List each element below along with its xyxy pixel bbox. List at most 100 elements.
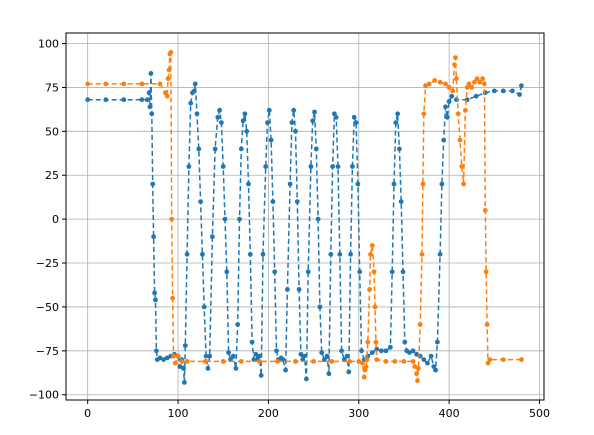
series-1-point: [298, 351, 304, 357]
series-2-point: [417, 322, 423, 327]
series-1-point: [222, 216, 228, 222]
series-1-point: [177, 364, 183, 369]
series-1-point: [294, 199, 300, 205]
series-1-point: [242, 111, 248, 117]
series-2-point: [416, 366, 421, 371]
series-2-point: [329, 359, 335, 364]
x-tick-label: 300: [348, 407, 369, 420]
series-1-point: [226, 350, 232, 355]
series-2-point: [220, 359, 226, 364]
series-1-point: [395, 111, 400, 117]
series-1-point: [305, 269, 311, 275]
series-2-point: [482, 208, 488, 213]
series-1-point: [441, 137, 447, 143]
series-1-point: [324, 353, 330, 359]
series-1-point: [181, 366, 186, 371]
series-1-point: [437, 251, 443, 257]
series-2-point: [356, 359, 362, 364]
series-1-point: [258, 373, 264, 378]
series-1-point: [328, 251, 334, 257]
series-1-point: [184, 251, 190, 257]
series-1-point: [330, 164, 335, 169]
series-1-point: [391, 181, 397, 187]
series-1-point: [157, 355, 163, 361]
series-1-point: [283, 367, 288, 373]
series-1-point: [389, 269, 395, 275]
series-1-point: [359, 348, 364, 354]
series-2-point: [368, 251, 373, 257]
series-2-point: [164, 93, 170, 99]
series-2-point: [365, 339, 371, 345]
series-2-point: [175, 353, 181, 359]
series-1-point: [291, 107, 297, 113]
series-2-point: [480, 76, 485, 82]
series-1-point: [407, 350, 412, 355]
y-tick-label: 25: [45, 169, 59, 182]
series-1-point: [482, 90, 488, 96]
x-tick-label: 200: [258, 407, 279, 420]
series-1-point: [350, 164, 355, 169]
series-1-line: [87, 73, 523, 383]
series-1-point: [235, 322, 241, 327]
series-2-point: [469, 85, 475, 90]
series-1-point: [339, 348, 344, 354]
series-1-point: [215, 114, 221, 120]
series-2-point: [369, 243, 375, 248]
series-1-point: [500, 88, 506, 94]
series-1-point: [293, 128, 298, 134]
series-2-point: [372, 304, 378, 310]
series-1-point: [212, 146, 218, 152]
series-2-point: [347, 359, 353, 364]
x-tick-label: 500: [529, 407, 550, 420]
series-2-point: [474, 76, 480, 82]
series-1-point: [188, 100, 194, 106]
series-1-point: [313, 146, 319, 152]
series-1-point: [260, 251, 266, 257]
series-1-point: [200, 251, 205, 257]
series-1-point: [326, 371, 332, 377]
series-1-point: [139, 97, 145, 103]
series-1-point: [379, 348, 384, 354]
series-2-point: [454, 76, 459, 82]
series-1-point: [304, 376, 309, 382]
series-1-point: [192, 81, 198, 87]
series-1-point: [207, 353, 213, 359]
series-1-point: [296, 287, 302, 292]
y-tick-label: 75: [45, 81, 59, 94]
series-1-point: [308, 164, 314, 169]
series-1-point: [319, 350, 325, 355]
series-1-point: [191, 88, 197, 94]
x-tick-labels: 0 100 200 300 400 500: [84, 407, 550, 420]
series-2: [85, 49, 524, 384]
series-2-point: [452, 62, 457, 67]
series-1-point: [443, 104, 448, 110]
series-2-point: [171, 353, 176, 359]
series-2-point: [487, 357, 493, 362]
series-1-point: [421, 357, 427, 362]
series-1-point: [217, 107, 223, 113]
y-tick-label: −25: [36, 257, 59, 270]
series-1-point: [210, 234, 215, 240]
series-1-point: [244, 128, 250, 134]
series-2-point: [374, 357, 380, 362]
series-1-point: [369, 350, 375, 355]
series-1: [85, 71, 524, 385]
series-1-point: [388, 344, 393, 350]
series-2-point: [482, 81, 487, 87]
series-2-point: [293, 359, 298, 364]
series-1-point: [357, 269, 363, 275]
y-tick-label: −100: [29, 389, 59, 402]
series-2-point: [415, 378, 420, 384]
series-2-point: [238, 359, 244, 364]
series-1-point: [397, 146, 402, 152]
series-2-point: [401, 359, 407, 364]
series-1-point: [220, 164, 226, 169]
series-1-point: [152, 290, 158, 296]
series-1-point: [268, 137, 274, 143]
series-2-point: [446, 85, 452, 90]
series-2-point: [466, 81, 472, 87]
series-1-point: [435, 339, 440, 345]
series-2-point: [202, 359, 208, 364]
series-2-point: [157, 81, 163, 87]
series-2-point: [432, 78, 438, 83]
